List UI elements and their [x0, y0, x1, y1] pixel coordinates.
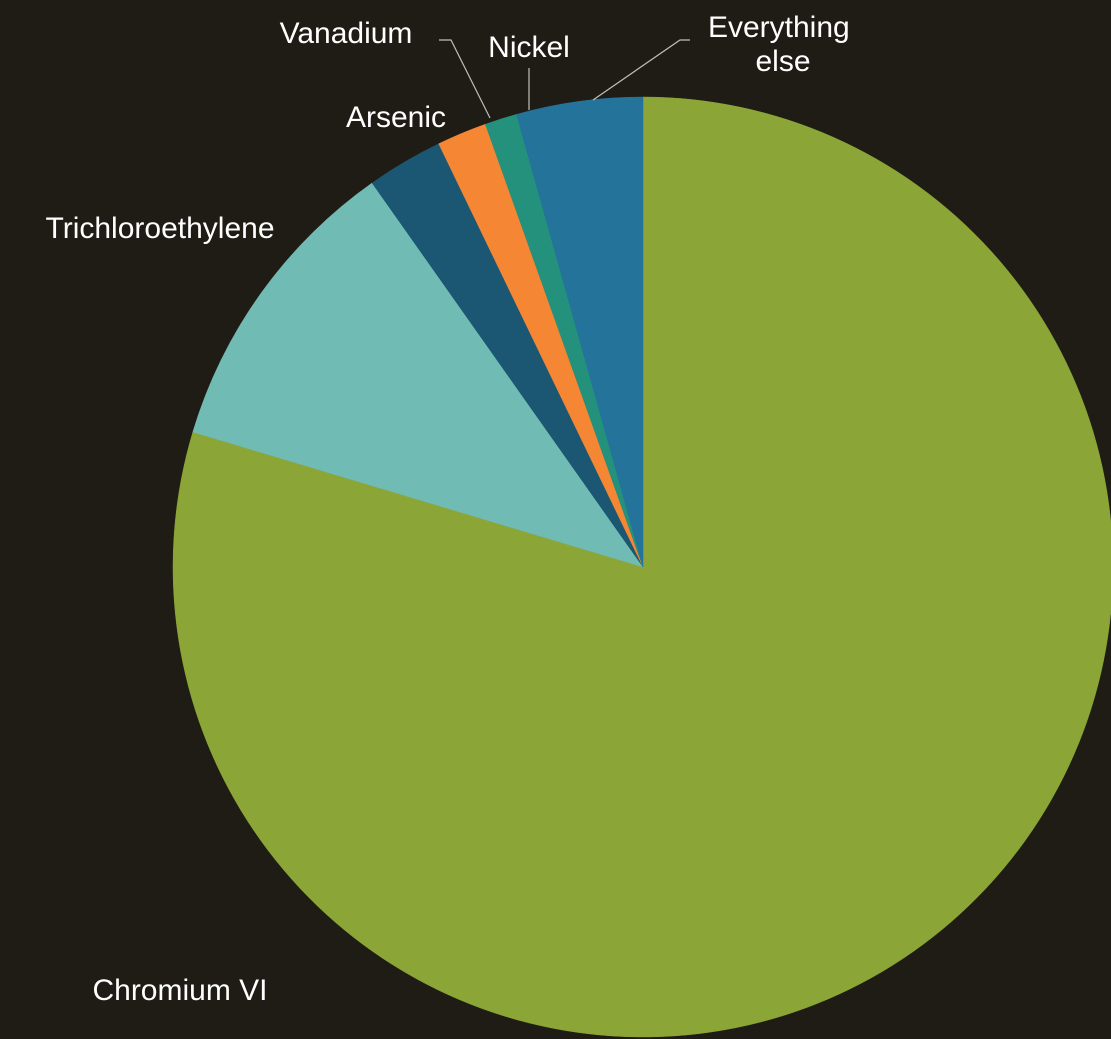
- pie-slices: [172, 96, 1111, 1038]
- label-nickel: Nickel: [488, 31, 570, 64]
- slice-labels: Chromium VI Trichloroethylene Arsenic Va…: [46, 11, 858, 1007]
- label-everything-else-line-1: Everything: [708, 11, 850, 44]
- label-vanadium: Vanadium: [280, 17, 413, 50]
- label-chromium-vi: Chromium VI: [92, 974, 267, 1007]
- slice-everything-else: [516, 96, 644, 568]
- slice-chromium-vi: [172, 96, 1111, 1038]
- label-everything-else-line-2: else: [755, 45, 810, 78]
- label-everything-else: Everything else: [708, 11, 858, 78]
- slice-trichloroethylene: [192, 182, 644, 568]
- label-arsenic: Arsenic: [346, 101, 446, 134]
- leader-line-vanadium: [439, 39, 491, 119]
- leader-line-everything-else: [592, 39, 690, 101]
- leader-lines: [439, 39, 690, 119]
- label-trichloroethylene: Trichloroethylene: [46, 212, 275, 245]
